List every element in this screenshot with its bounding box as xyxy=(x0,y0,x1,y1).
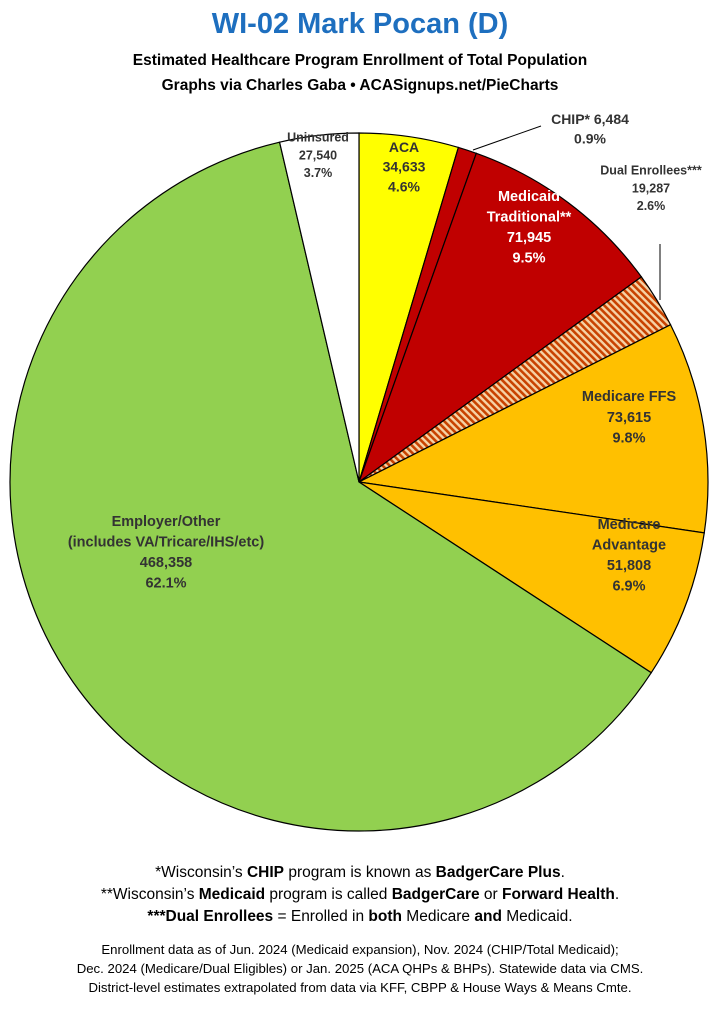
slice-label: Medicaid xyxy=(498,189,560,205)
slice-label: 19,287 xyxy=(632,181,670,195)
pie-slice xyxy=(278,132,360,483)
chart-title: WI-02 Mark Pocan (D) xyxy=(211,8,509,40)
slice-label: Dual Enrollees*** xyxy=(600,164,702,178)
slice-label: Medicare FFS xyxy=(582,389,677,405)
footnote-medicaid: **Wisconsin’s Medicaid program is called… xyxy=(100,886,620,903)
source-line: Dec. 2024 (Medicare/Dual Eligibles) or J… xyxy=(76,961,644,976)
pie-slice xyxy=(357,323,709,534)
pie-slice xyxy=(9,141,653,832)
slice-label: 73,615 xyxy=(607,410,651,426)
slice-label: Traditional** xyxy=(487,210,572,226)
slice-label: 0.9% xyxy=(574,131,606,147)
slice-label: 62.1% xyxy=(145,576,186,592)
footnote-chip: *Wisconsin’s CHIP program is known as Ba… xyxy=(155,864,565,881)
slice-label: 6.9% xyxy=(612,579,645,595)
slice-label: 9.8% xyxy=(612,430,645,446)
slice-label: 34,633 xyxy=(383,159,426,175)
slice-label: Medicare xyxy=(598,517,661,533)
slice-label: 2.6% xyxy=(637,199,666,213)
data-source-note: Enrollment data as of Jun. 2024 (Medicai… xyxy=(0,940,720,997)
slice-label: 4.6% xyxy=(388,179,420,195)
leader-line xyxy=(472,125,542,151)
pie-slice xyxy=(357,152,643,484)
slice-label: 71,945 xyxy=(507,230,551,246)
slice-label: ACA xyxy=(389,139,419,155)
slice-label: Employer/Other xyxy=(112,514,221,530)
chart-credit: Graphs via Charles Gaba • ACASignups.net… xyxy=(161,77,559,94)
footnote-dual: ***Dual Enrollees = Enrolled in both Med… xyxy=(147,908,573,925)
source-line: District-level estimates extrapolated fr… xyxy=(88,980,632,995)
pie-slice xyxy=(358,481,705,674)
slice-label: 51,808 xyxy=(607,558,651,574)
slice-label: 3.7% xyxy=(304,166,333,180)
slice-label: 468,358 xyxy=(140,555,192,571)
slice-label: Uninsured xyxy=(287,131,349,145)
slice-label: (includes VA/Tricare/IHS/etc) xyxy=(68,535,265,551)
slice-label: Advantage xyxy=(592,538,666,554)
slice-label: 27,540 xyxy=(299,148,337,162)
slice-label: 9.5% xyxy=(512,251,545,267)
slice-label: CHIP* 6,484 xyxy=(551,111,629,127)
chart-subtitle: Estimated Healthcare Program Enrollment … xyxy=(132,52,588,69)
footnotes: *Wisconsin’s CHIP program is known as Ba… xyxy=(0,862,720,928)
source-line: Enrollment data as of Jun. 2024 (Medicai… xyxy=(101,942,619,957)
